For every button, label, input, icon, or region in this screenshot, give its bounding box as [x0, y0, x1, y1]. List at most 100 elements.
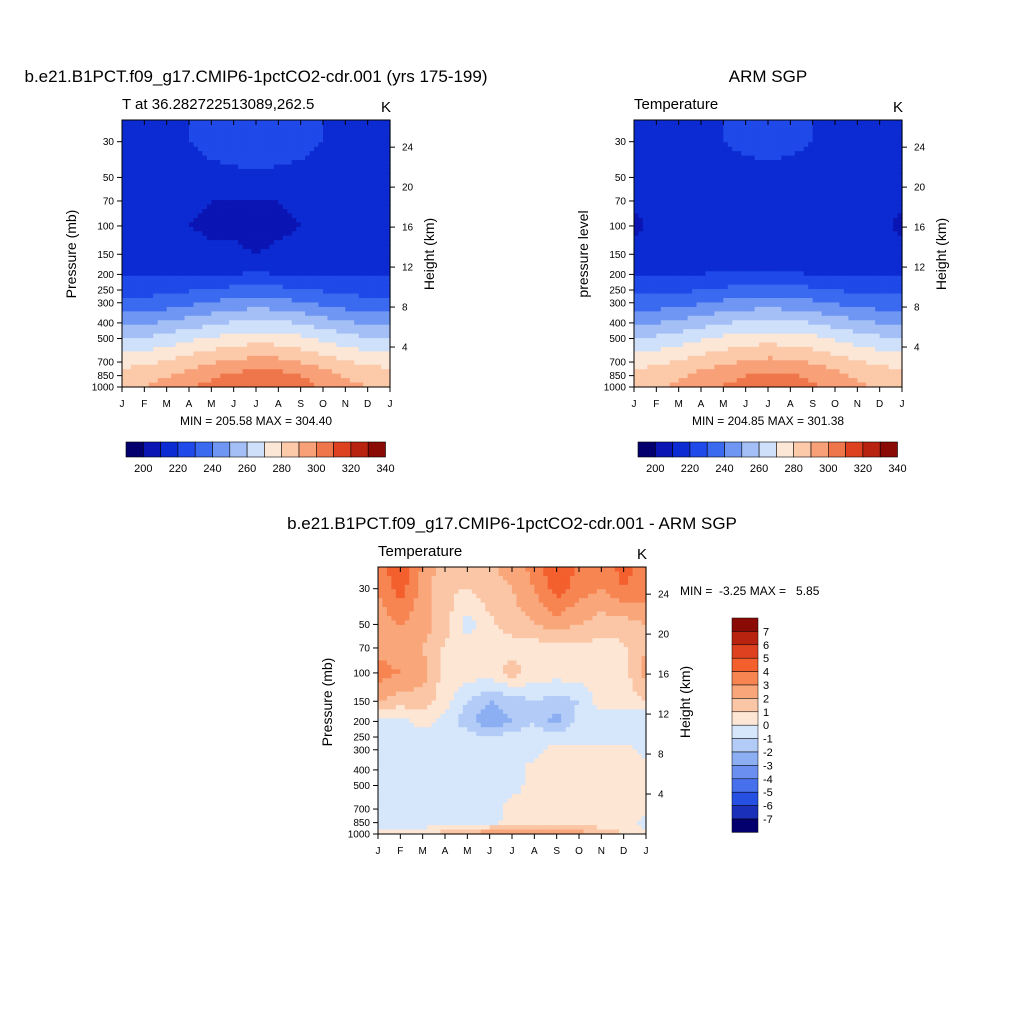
heatmap-cell: [229, 351, 235, 357]
heatmap-cell: [148, 200, 154, 206]
heatmap-cell: [256, 315, 262, 321]
heatmap-cell: [367, 266, 373, 272]
heatmap-cell: [287, 355, 293, 361]
heatmap-cell: [327, 315, 333, 321]
heatmap-cell: [180, 164, 186, 170]
heatmap-cell: [148, 311, 154, 317]
heatmap-cell: [385, 146, 391, 152]
heatmap-cell: [229, 191, 235, 197]
heatmap-cell: [148, 191, 154, 197]
heatmap-cell: [206, 346, 212, 352]
heatmap-cell: [166, 333, 172, 339]
heatmap-cell: [309, 177, 315, 183]
heatmap-cell: [130, 266, 136, 272]
heatmap-cell: [687, 289, 693, 295]
heatmap-cell: [323, 275, 329, 281]
heatmap-cell: [727, 351, 733, 357]
heatmap-cell: [727, 195, 733, 201]
heatmap-cell: [638, 275, 644, 281]
heatmap-cell: [157, 177, 163, 183]
heatmap-cell: [723, 355, 729, 361]
heatmap-cell: [318, 298, 324, 304]
heatmap-cell: [376, 235, 382, 241]
heatmap-cell: [122, 342, 128, 348]
heatmap-cell: [122, 329, 128, 335]
heatmap-cell: [171, 151, 177, 157]
heatmap-cell: [197, 204, 203, 210]
heatmap-cell: [126, 306, 132, 312]
heatmap-cell: [669, 209, 675, 215]
heatmap-cell: [296, 142, 302, 148]
heatmap-cell: [256, 289, 262, 295]
heatmap-cell: [256, 191, 262, 197]
heatmap-cell: [656, 275, 662, 281]
heatmap-cell: [139, 342, 145, 348]
heatmap-cell: [264, 360, 270, 366]
heatmap-cell: [135, 182, 141, 188]
heatmap-cell: [197, 177, 203, 183]
heatmap-cell: [665, 284, 671, 290]
heatmap-cell: [647, 173, 653, 179]
heatmap-cell: [331, 186, 337, 192]
heatmap-cell: [340, 329, 346, 335]
heatmap-cell: [157, 191, 163, 197]
heatmap-cell: [184, 151, 190, 157]
heatmap-cell: [122, 177, 128, 183]
heatmap-cell: [709, 182, 715, 188]
heatmap-cell: [669, 373, 675, 379]
heatmap-cell: [340, 262, 346, 268]
heatmap-cell: [184, 302, 190, 308]
heatmap-cell: [381, 182, 387, 188]
heatmap-cell: [363, 289, 369, 295]
heatmap-cell: [197, 222, 203, 228]
heatmap-cell: [269, 168, 275, 174]
x-tick-label: N: [342, 399, 349, 410]
heatmap-cell: [638, 155, 644, 161]
heatmap-cell: [674, 284, 680, 290]
heatmap-cell: [251, 311, 257, 317]
heatmap-cell: [175, 249, 181, 255]
heatmap-cell: [385, 293, 391, 299]
heatmap-cell: [273, 155, 279, 161]
heatmap-cell: [705, 382, 711, 388]
heatmap-cell: [687, 257, 693, 263]
heatmap-cell: [314, 177, 320, 183]
heatmap-cell: [340, 298, 346, 304]
heatmap-cell: [264, 320, 270, 326]
heatmap-cell: [678, 231, 684, 237]
heatmap-cell: [242, 191, 248, 197]
heatmap-cell: [269, 235, 275, 241]
heatmap-cell: [144, 124, 150, 130]
heatmap-cell: [336, 382, 342, 388]
heatmap-cell: [314, 186, 320, 192]
heatmap-cell: [135, 329, 141, 335]
heatmap-cell: [642, 204, 648, 210]
heatmap-cell: [242, 311, 248, 317]
heatmap-cell: [300, 177, 306, 183]
heatmap-cell: [340, 346, 346, 352]
heatmap-cell: [153, 338, 159, 344]
heatmap-cell: [242, 142, 248, 148]
heatmap-cell: [345, 338, 351, 344]
heatmap-cell: [692, 235, 698, 241]
heatmap-cell: [345, 378, 351, 384]
heatmap-cell: [193, 275, 199, 281]
heatmap-cell: [692, 142, 698, 148]
heatmap-cell: [305, 306, 311, 312]
heatmap-cell: [376, 128, 382, 134]
heatmap-cell: [323, 160, 329, 166]
heatmap-cell: [184, 142, 190, 148]
heatmap-cell: [260, 257, 266, 263]
heatmap-cell: [363, 302, 369, 308]
heatmap-cell: [238, 177, 244, 183]
heatmap-cell: [367, 200, 373, 206]
heatmap-cell: [692, 164, 698, 170]
heatmap-cell: [162, 128, 168, 134]
heatmap-cell: [336, 324, 342, 330]
heatmap-cell: [269, 151, 275, 157]
heatmap-cell: [135, 355, 141, 361]
heatmap-cell: [144, 195, 150, 201]
heatmap-cell: [327, 133, 333, 139]
heatmap-cell: [665, 364, 671, 370]
heatmap-cell: [296, 146, 302, 152]
